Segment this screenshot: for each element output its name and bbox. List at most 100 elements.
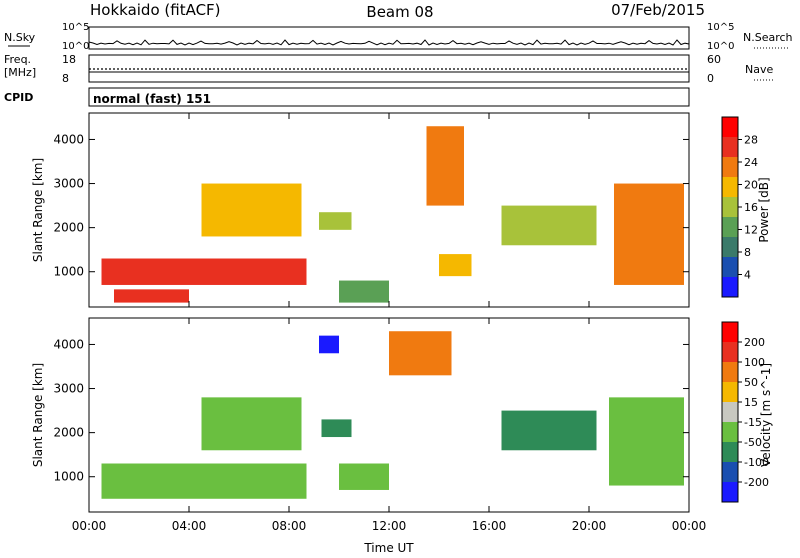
y-tick-label: 2000 [53, 221, 84, 235]
velocity-y-axis: 1000 2000 3000 4000 [53, 337, 689, 484]
data-region [339, 280, 389, 303]
noise-trace [88, 39, 690, 46]
colorbar-segment [722, 342, 738, 362]
cpid-panel: CPID normal (fast) 151 [4, 87, 690, 107]
colorbar-tick-label: 4 [744, 269, 751, 282]
colorbar-segment [722, 277, 738, 297]
power-y-axis: 1000 2000 3000 4000 [53, 132, 689, 279]
freq-left-bottom-tick: 8 [62, 72, 69, 85]
power-colorbar: 4 8 12 16 20 24 28 [721, 116, 758, 298]
x-tick-label: 20:00 [572, 519, 607, 533]
colorbar-tick-label: 200 [744, 336, 765, 349]
data-region [426, 126, 464, 206]
date-title: 07/Feb/2015 [611, 1, 705, 19]
colorbar-segment [722, 157, 738, 177]
colorbar-tick-label: 12 [744, 224, 758, 237]
freq-left-label-2: [MHz] [4, 66, 36, 79]
velocity-colorbar: 200 100 50 15 -15 -50 -100 -200 [721, 321, 769, 503]
x-tick-label: 00:00 [72, 519, 107, 533]
x-tick-label: 04:00 [172, 519, 207, 533]
power-y-label: Slant Range [km] [31, 158, 45, 262]
y-tick-label: 3000 [53, 382, 84, 396]
colorbar-segment [722, 117, 738, 137]
data-region [201, 397, 302, 451]
beam-title: Beam 08 [366, 3, 433, 21]
noise-right-bottom-tick: 10^0 [707, 41, 734, 52]
data-region [101, 258, 307, 285]
data-region [609, 397, 684, 486]
colorbar-segment [722, 257, 738, 277]
colorbar-tick-label: 15 [744, 396, 758, 409]
data-region [389, 331, 452, 376]
cpid-value: normal (fast) 151 [93, 92, 211, 106]
freq-panel: Freq. [MHz] 18 8 60 0 Nave [4, 53, 775, 85]
data-region [501, 410, 597, 451]
colorbar-tick-label: 100 [744, 356, 765, 369]
colorbar-segment [722, 322, 738, 342]
colorbar-segment [722, 362, 738, 382]
y-tick-label: 3000 [53, 177, 84, 191]
x-axis-label: Time UT [363, 541, 414, 554]
data-region [319, 212, 352, 230]
noise-right-top-tick: 10^5 [707, 22, 734, 33]
x-tick-label: 00:00 [672, 519, 707, 533]
data-region [501, 205, 597, 246]
y-tick-label: 1000 [53, 265, 84, 279]
freq-left-label-1: Freq. [4, 53, 31, 66]
y-tick-label: 4000 [53, 337, 84, 351]
power-heatmap [101, 126, 684, 303]
station-title: Hokkaido (fitACF) [90, 1, 221, 19]
colorbar-segment [722, 177, 738, 197]
noise-right-label: N.Search [743, 31, 793, 44]
noise-left-top-tick: 10^5 [62, 22, 89, 33]
velocity-heatmap [101, 331, 684, 499]
noise-panel: N.Sky 10^5 10^0 10^5 10^0 N.Search [4, 22, 793, 52]
y-tick-label: 4000 [53, 132, 84, 146]
data-region [614, 183, 684, 285]
data-region [321, 419, 352, 438]
power-x-axis-ticks [88, 113, 690, 307]
colorbar-segment [722, 217, 738, 237]
y-tick-label: 2000 [53, 426, 84, 440]
data-region [201, 183, 302, 237]
colorbar-frame [721, 321, 739, 503]
data-region [319, 335, 339, 354]
cpid-label: CPID [4, 91, 33, 104]
noise-left-label: N.Sky [4, 31, 36, 44]
x-tick-label: 12:00 [372, 519, 407, 533]
colorbar-tick-label: -50 [744, 436, 762, 449]
velocity-x-axis: 00:00 04:00 08:00 12:00 16:00 20:00 00:00 [72, 318, 707, 533]
x-tick-label: 16:00 [472, 519, 507, 533]
colorbar-segment [722, 482, 738, 502]
velocity-y-label: Slant Range [km] [31, 363, 45, 467]
colorbar-tick-label: 16 [744, 201, 758, 214]
colorbar-tick-label: -100 [744, 456, 769, 469]
colorbar-tick-label: 28 [744, 134, 758, 147]
freq-left-top-tick: 18 [62, 53, 76, 66]
data-region [101, 463, 307, 499]
power-colorbar-label: Power [dB] [757, 177, 771, 242]
noise-left-bottom-tick: 10^0 [62, 41, 89, 52]
colorbar-tick-label: 8 [744, 246, 751, 259]
colorbar-segment [722, 402, 738, 422]
colorbar-tick-label: 24 [744, 156, 758, 169]
x-tick-label: 08:00 [272, 519, 307, 533]
colorbar-segment [722, 462, 738, 482]
colorbar-segment [722, 237, 738, 257]
colorbar-tick-label: 50 [744, 376, 758, 389]
freq-right-bottom-tick: 0 [707, 72, 714, 85]
colorbar-tick-label: -15 [744, 416, 762, 429]
data-region [339, 463, 389, 490]
data-region [439, 254, 472, 277]
data-region [114, 289, 189, 303]
colorbar-segment [722, 137, 738, 157]
colorbar-tick-label: 20 [744, 179, 758, 192]
y-tick-label: 1000 [53, 470, 84, 484]
velocity-colorbar-label: Velocity [m s^-1] [759, 363, 773, 467]
nave-label: Nave [745, 63, 773, 76]
velocity-panel: 1000 2000 3000 4000 00:00 04:00 08:00 12:00 16:… [31, 317, 773, 533]
colorbar-segment [722, 422, 738, 442]
colorbar-segment [722, 197, 738, 217]
power-panel: 1000 2000 3000 4000 Slant Range [km] 4 8 12 16… [31, 112, 771, 308]
